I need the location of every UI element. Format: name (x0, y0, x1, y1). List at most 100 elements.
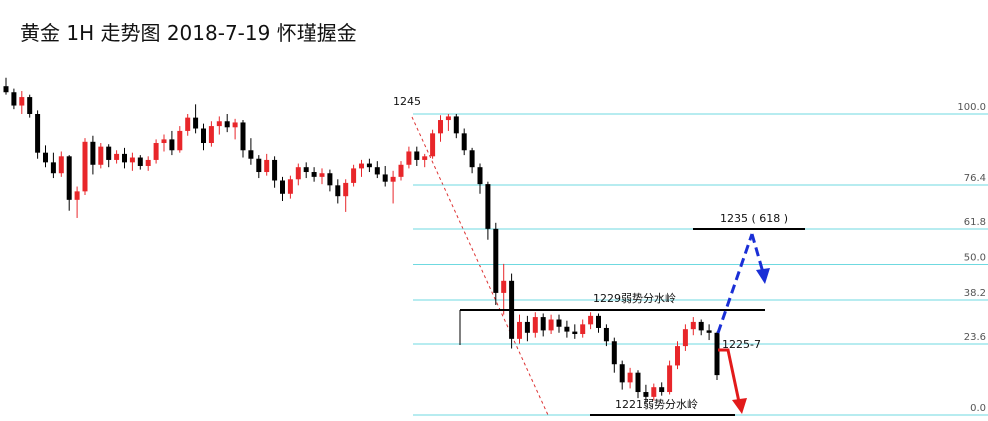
candle-body (469, 150, 475, 168)
arrow-head (756, 268, 770, 284)
candle-body (193, 117, 199, 129)
candle-body (66, 156, 72, 200)
candle-body (714, 332, 720, 376)
candle-body (659, 387, 665, 393)
candle-body (185, 117, 191, 131)
candle-body (564, 326, 570, 332)
candle-body (477, 167, 483, 185)
candle-body (414, 151, 420, 160)
candle-body (264, 159, 270, 173)
forecast-arrow (716, 233, 754, 334)
candle-body (287, 179, 293, 194)
candle-body (461, 133, 467, 151)
candle-body (272, 159, 278, 181)
candle-body (398, 164, 404, 177)
candle-body (216, 121, 222, 127)
candle-body (3, 86, 9, 93)
candle-body (445, 116, 451, 121)
candle-body (430, 133, 436, 157)
candle-body (517, 321, 522, 339)
candle-body (635, 372, 641, 393)
annotation: 1221弱势分水岭 (615, 397, 698, 411)
candle-body (19, 97, 25, 106)
fib-levels: 100.0 76.4 61.8 50.0 38.2 23.6 0.0 (413, 102, 988, 416)
candle-body (682, 329, 688, 347)
candle-body (343, 182, 349, 197)
annotation: 1229弱势分水岭 (593, 291, 676, 305)
candle-body (572, 331, 578, 335)
forecast-arrow (718, 348, 741, 403)
candle-body (256, 158, 262, 173)
fib-label: 100.0 (957, 102, 986, 113)
candle-body (90, 141, 96, 165)
fib-label: 0.0 (970, 403, 986, 414)
forecast-arrow (750, 233, 766, 277)
annotation: 1245 (393, 95, 421, 108)
candle-body (422, 156, 428, 160)
candle-body (11, 92, 17, 106)
candle-body (177, 130, 183, 151)
candle-body (556, 319, 562, 327)
candle-body (311, 172, 317, 177)
candle-body (580, 324, 586, 335)
candle-body (493, 228, 499, 293)
candle-body (129, 157, 135, 163)
candle-body (35, 114, 41, 153)
candle-body (675, 346, 680, 366)
candle-body (240, 122, 246, 151)
candle-body (248, 150, 254, 159)
fib-label: 38.2 (964, 288, 986, 299)
candle-body (224, 121, 230, 128)
fib-label: 61.8 (964, 217, 986, 228)
candle-body (319, 173, 325, 177)
candle-body (50, 162, 56, 174)
candle-body (366, 163, 372, 168)
candles (3, 77, 720, 405)
candle-body (82, 141, 88, 192)
candle-body (98, 146, 104, 165)
candle-body (540, 317, 546, 331)
annotation: 1235 ( 618 ) (720, 212, 788, 225)
candle-body (153, 143, 159, 160)
annotation: 1225-7 (722, 338, 761, 351)
candle-body (359, 163, 364, 169)
candle-body (390, 176, 396, 182)
candle-body (611, 341, 617, 365)
candle-body (706, 330, 712, 333)
candle-body (524, 321, 530, 333)
trend-line (411, 116, 549, 416)
candle-body (201, 128, 206, 144)
candle-body (651, 387, 657, 397)
candle-body (485, 184, 491, 229)
candle-body (74, 191, 80, 200)
candle-body (453, 116, 459, 134)
chart-title: 黄金 1H 走势图 2018-7-19 怀瑾握金 (20, 21, 357, 45)
candle-body (374, 167, 380, 175)
candle-body (690, 321, 696, 330)
candle-body (295, 167, 301, 180)
candle-body (145, 159, 151, 166)
candle-body (532, 317, 538, 333)
candle-body (643, 392, 649, 397)
candle-body (596, 315, 601, 328)
candle-body (698, 321, 704, 331)
candle-body (232, 122, 238, 128)
candle-body (335, 185, 341, 197)
candle-body (588, 315, 594, 325)
candle-body (667, 365, 673, 393)
candle-body (548, 319, 554, 331)
candle-body (280, 180, 285, 194)
candle-body (501, 280, 507, 293)
candle-body (114, 153, 120, 160)
candle-body (43, 152, 48, 163)
candle-body (58, 156, 64, 174)
candle-body (161, 139, 167, 144)
candle-body (603, 327, 609, 342)
candle-body (122, 153, 127, 163)
candle-body (106, 146, 112, 160)
candle-body (382, 174, 388, 182)
candle-body (169, 139, 175, 151)
fib-label: 23.6 (964, 332, 986, 343)
candle-body (303, 167, 309, 173)
